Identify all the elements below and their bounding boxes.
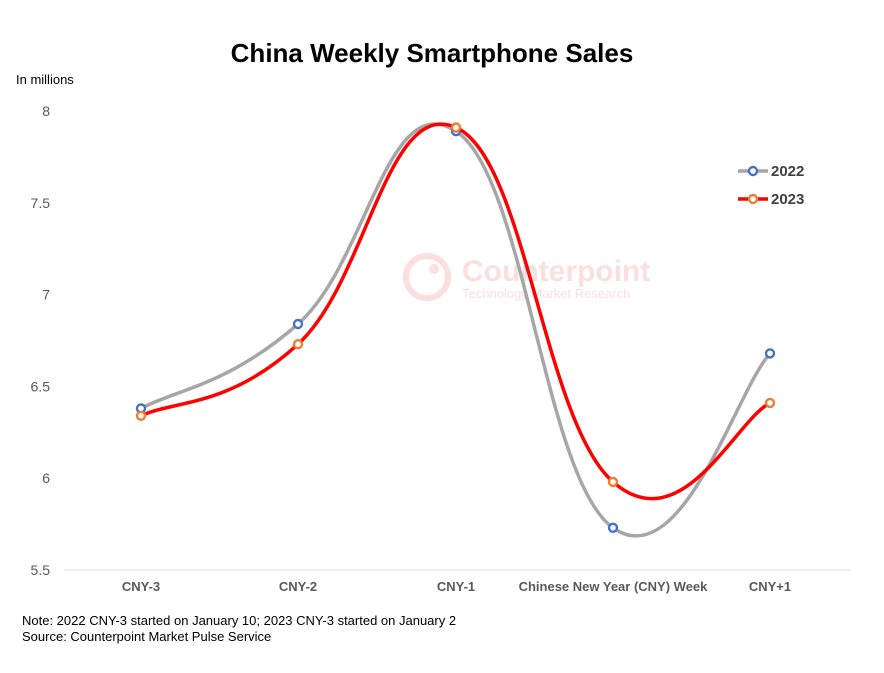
x-tick-label: CNY+1 (749, 579, 791, 594)
y-axis-unit-label: In millions (16, 72, 74, 87)
y-tick-label: 8 (42, 103, 50, 119)
data-point-2022-3 (607, 522, 619, 533)
legend: 2022 2023 (738, 163, 804, 208)
counterpoint-watermark: Counterpoint Technology Market Research (403, 253, 650, 301)
y-tick-label: 6.5 (31, 378, 51, 394)
data-point-2023-1 (292, 339, 304, 350)
series-line-2023 (139, 122, 772, 501)
data-point-2023-4 (764, 397, 776, 409)
legend-item-2023: 2023 (738, 191, 804, 208)
y-tick-label: 6 (42, 470, 50, 486)
watermark-brand: Counterpoint (462, 255, 650, 288)
x-tick-label: CNY-2 (279, 579, 317, 594)
legend-marker-2022 (747, 165, 759, 177)
legend-label-2022: 2022 (771, 163, 804, 180)
data-point-2023-2 (450, 122, 462, 133)
data-point-2022-1 (292, 318, 304, 330)
series-group (135, 122, 776, 538)
legend-label-2023: 2023 (771, 191, 804, 208)
x-tick-label: Chinese New Year (CNY) Week (519, 579, 709, 594)
data-point-2023-0 (135, 410, 147, 421)
watermark-tagline: Technology Market Research (462, 286, 630, 301)
chart-note: Note: 2022 CNY-3 started on January 10; … (22, 613, 456, 628)
y-tick-label: 5.5 (31, 562, 51, 578)
chart-title: China Weekly Smartphone Sales (231, 38, 634, 68)
data-point-2022-4 (764, 348, 776, 359)
series-line-2022 (139, 122, 772, 538)
legend-item-2022: 2022 (738, 163, 804, 180)
x-axis-ticks: CNY-3 CNY-2 CNY-1 Chinese New Year (CNY) We… (122, 579, 791, 594)
legend-marker-2023 (747, 193, 759, 205)
series-2023 (135, 122, 776, 501)
series-2022 (135, 122, 776, 538)
y-axis-ticks: 8 7.5 7 6.5 6 5.5 (31, 103, 51, 578)
y-tick-label: 7.5 (31, 195, 51, 211)
y-tick-label: 7 (42, 287, 50, 303)
counterpoint-logo-icon (403, 253, 451, 301)
x-tick-label: CNY-3 (122, 579, 160, 594)
data-point-2023-3 (607, 476, 619, 488)
x-tick-label: CNY-1 (437, 579, 475, 594)
chart-source: Source: Counterpoint Market Pulse Servic… (22, 629, 271, 644)
